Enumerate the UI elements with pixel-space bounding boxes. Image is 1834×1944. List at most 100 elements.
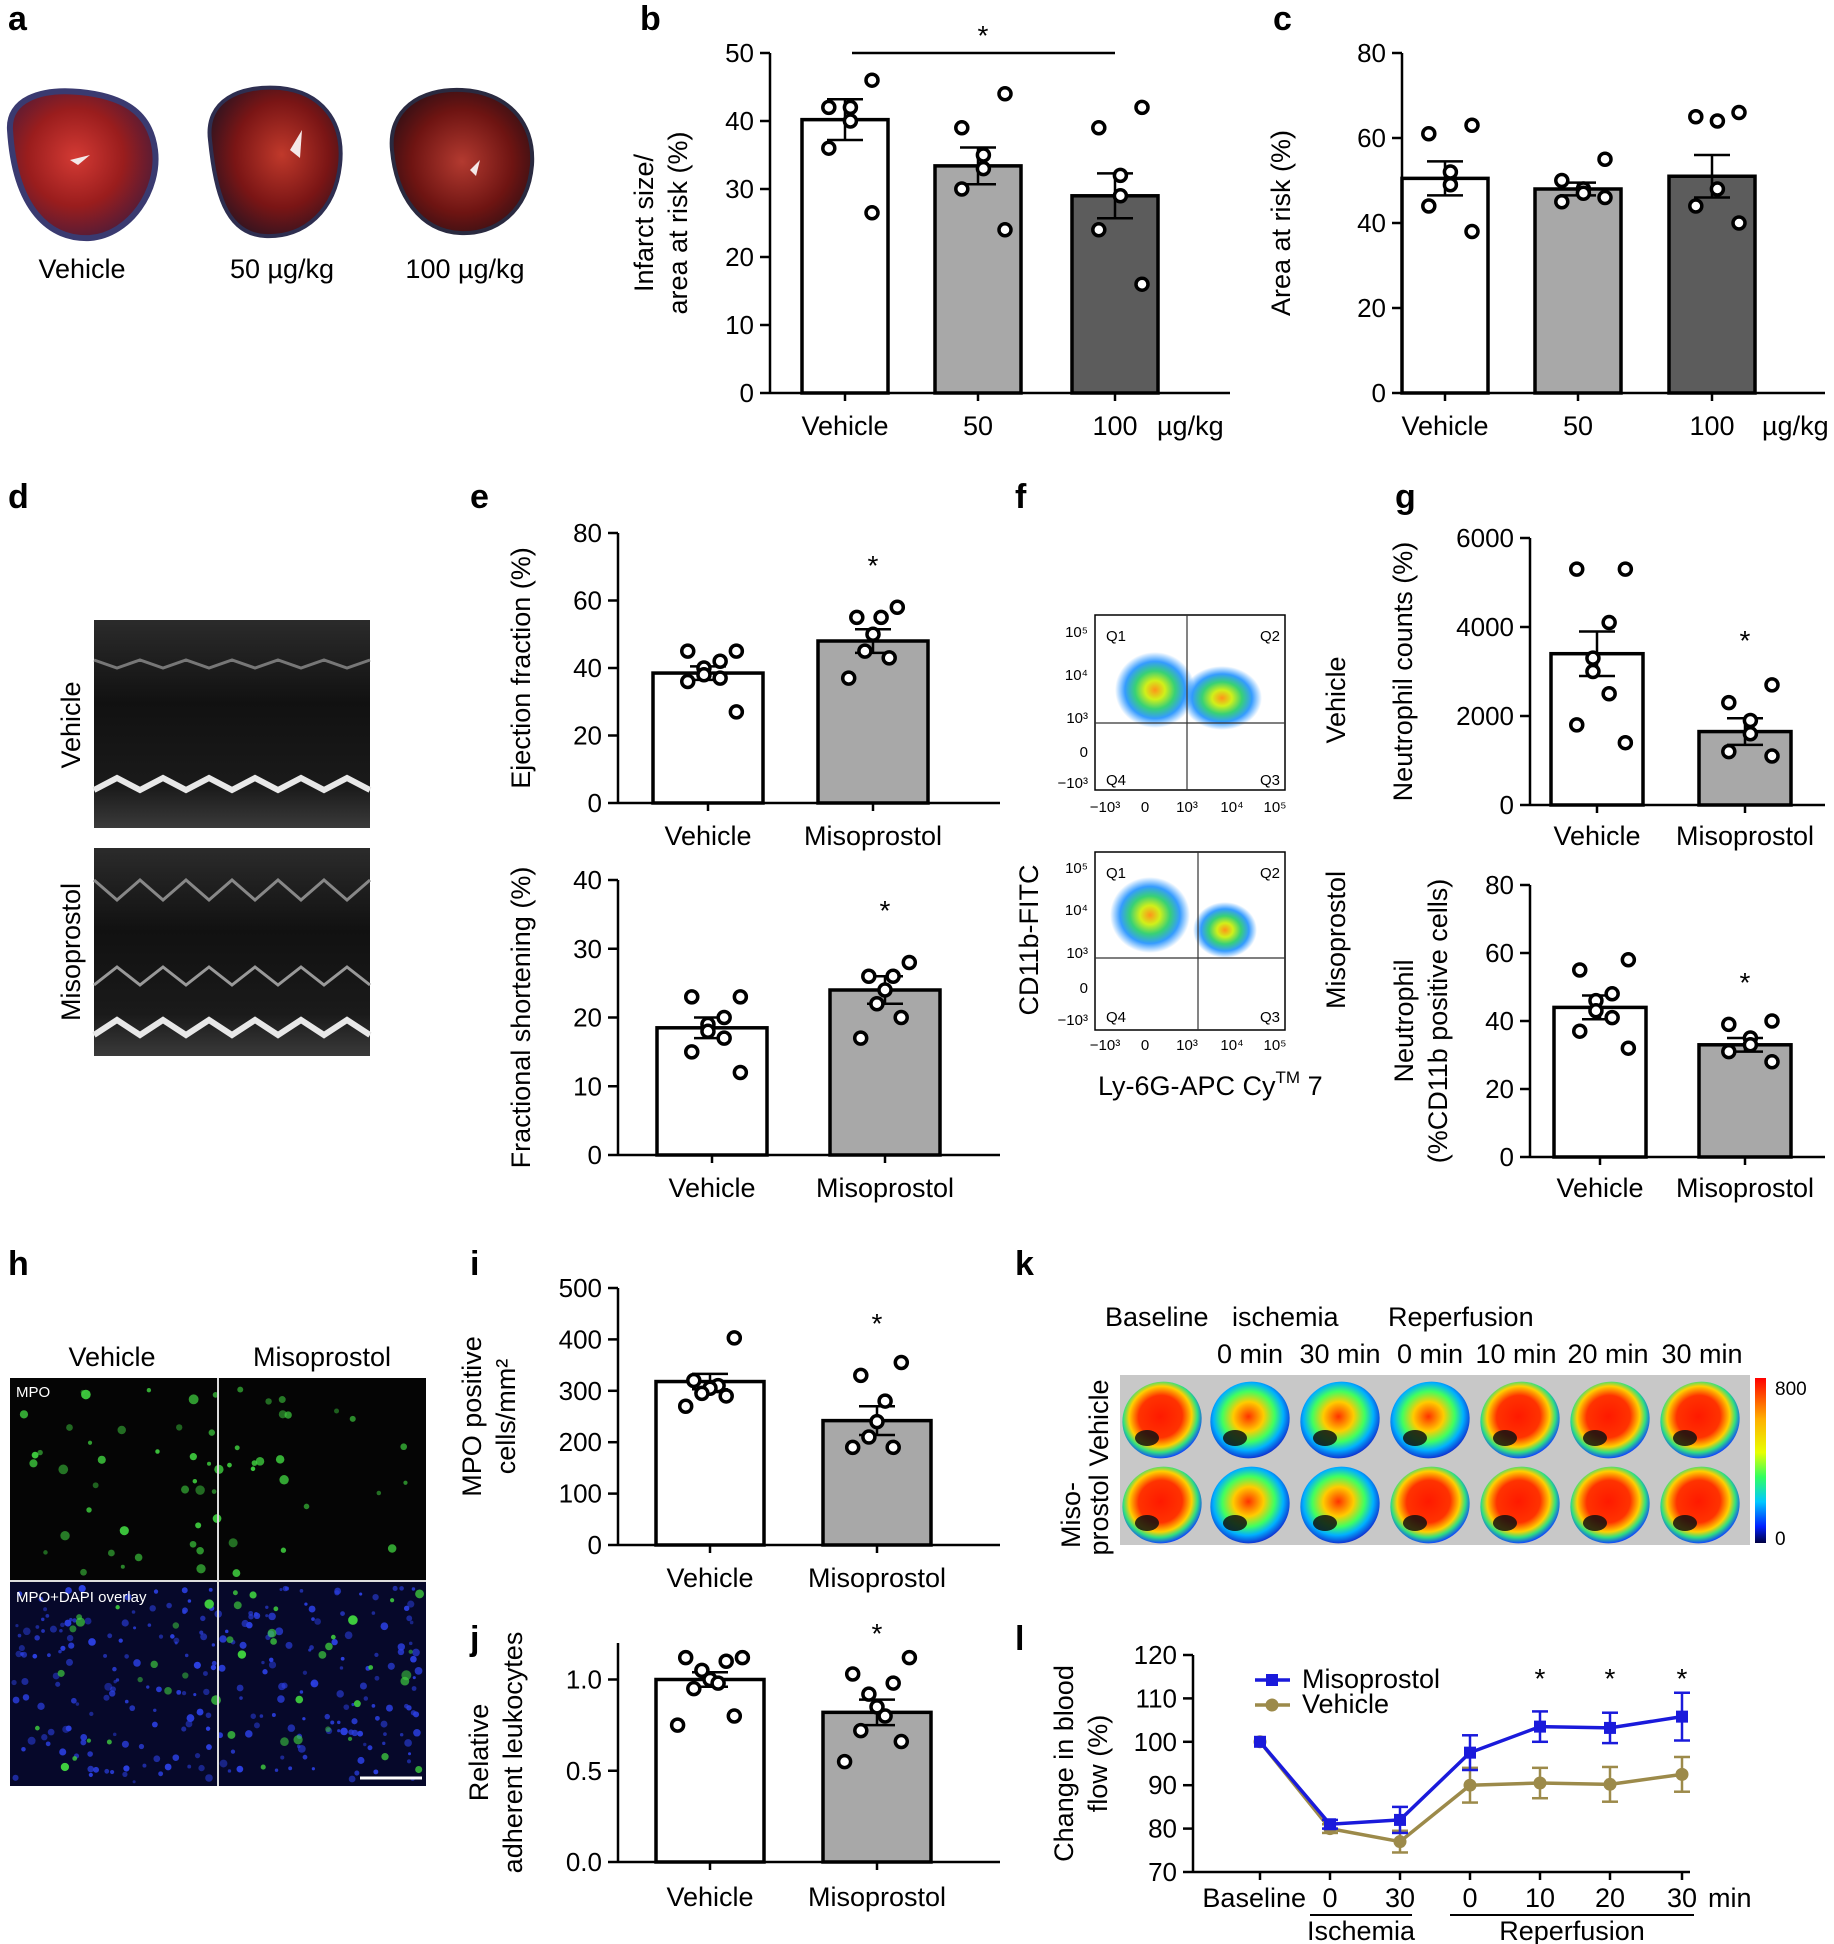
dapi-nucleus — [299, 1690, 304, 1694]
data-point — [1676, 1710, 1688, 1723]
y-tick-label: 30 — [573, 934, 602, 964]
mpo-cell — [87, 1440, 93, 1445]
heart-slice-vehicle — [6, 88, 159, 242]
data-point — [852, 1030, 869, 1046]
mpo-cell — [189, 1540, 197, 1548]
data-point — [696, 667, 712, 683]
data-point — [821, 99, 837, 116]
heart-cavity — [470, 160, 480, 176]
dapi-nucleus — [129, 1705, 136, 1712]
dapi-nucleus — [34, 1635, 40, 1641]
dapi-nucleus — [285, 1641, 293, 1649]
data-point — [1421, 198, 1437, 214]
data-point — [821, 140, 837, 156]
data-point — [716, 1030, 732, 1046]
dapi-nucleus — [224, 1629, 229, 1634]
dapi-nucleus — [239, 1696, 243, 1700]
flow-time: 10 min — [1475, 1339, 1556, 1369]
dapi-nucleus — [407, 1600, 415, 1608]
heart-label-100: 100 µg/kg — [405, 254, 524, 284]
bar — [821, 1418, 933, 1547]
dapi-nucleus — [359, 1682, 367, 1690]
mpo-cell — [280, 1737, 289, 1746]
x-tick-label: 0 — [1462, 1883, 1477, 1913]
y-tick-label: 10 — [725, 310, 754, 340]
mpo-cell — [278, 1396, 286, 1404]
x-tick-label: Baseline — [1202, 1883, 1306, 1913]
data-point — [716, 1009, 732, 1026]
dapi-nucleus — [158, 1634, 164, 1639]
dapi-nucleus — [41, 1617, 45, 1622]
data-point — [677, 1649, 694, 1666]
dapi-nucleus — [337, 1729, 341, 1733]
quadrant-q3: Q3 — [1260, 772, 1280, 789]
perfusion-dark-region — [1493, 1515, 1517, 1531]
y-tick-label: 70 — [1148, 1857, 1177, 1887]
dapi-nucleus — [287, 1724, 296, 1732]
perfusion-dark-region — [1223, 1515, 1247, 1531]
legend-label: Vehicle — [1302, 1689, 1389, 1719]
dapi-nucleus — [253, 1612, 259, 1617]
significance-star: * — [872, 1308, 883, 1339]
data-point — [1620, 952, 1637, 968]
data-point — [1620, 1040, 1637, 1056]
mpo-cell — [35, 1725, 40, 1731]
panel-label-b: b — [640, 0, 661, 38]
data-point — [842, 113, 859, 129]
heart-slice-50 — [207, 85, 343, 239]
data-point — [1675, 1767, 1689, 1781]
mpo-cell — [381, 1753, 389, 1761]
mpo-cell — [37, 1449, 43, 1456]
dapi-nucleus — [37, 1702, 45, 1711]
x-tick-label: Vehicle — [664, 821, 751, 851]
dapi-nucleus — [32, 1653, 38, 1659]
dapi-nucleus — [142, 1763, 147, 1768]
dapi-nucleus — [200, 1615, 206, 1622]
dapi-nucleus — [43, 1607, 48, 1612]
dapi-nucleus — [324, 1713, 331, 1720]
dapi-nucleus — [372, 1593, 379, 1601]
y-tick-label: 90 — [1148, 1770, 1177, 1800]
flow-tick-y: 10⁴ — [1065, 667, 1088, 684]
data-point — [954, 120, 970, 136]
dapi-nucleus — [331, 1638, 338, 1646]
mpo-cell — [368, 1665, 374, 1670]
mpo-cell — [348, 1615, 358, 1625]
dapi-nucleus — [385, 1704, 393, 1712]
data-point — [853, 1722, 869, 1739]
dapi-nucleus — [173, 1637, 180, 1644]
dapi-nucleus — [374, 1675, 380, 1681]
dapi-nucleus — [288, 1766, 293, 1771]
dapi-nucleus — [12, 1774, 19, 1781]
mpo-cell — [107, 1549, 115, 1557]
mpo-cell — [97, 1455, 106, 1464]
dapi-nucleus — [68, 1642, 75, 1649]
colorbar-min: 0 — [1775, 1529, 1786, 1550]
quadrant-q3: Q3 — [1260, 1009, 1280, 1026]
perfusion-dark-region — [1673, 1430, 1697, 1446]
dapi-nucleus — [340, 1656, 345, 1661]
dapi-nucleus — [279, 1587, 283, 1592]
dapi-nucleus — [151, 1721, 158, 1728]
dapi-nucleus — [123, 1765, 130, 1772]
mpo-cell — [208, 1429, 216, 1436]
dapi-nucleus — [383, 1732, 387, 1736]
data-point — [893, 1354, 910, 1371]
x-tick-label: 50 — [1563, 411, 1593, 441]
dapi-nucleus — [280, 1755, 285, 1760]
mpo-cell — [19, 1410, 29, 1419]
data-point — [1604, 1009, 1620, 1026]
bar — [800, 117, 890, 395]
data-point — [1617, 734, 1634, 751]
flow-tick-x: −10³ — [1090, 1037, 1120, 1054]
y-axis-label: Change in blood flow (%) — [1049, 1665, 1113, 1862]
flow-plot-vehicle: Q1 Q2 Q3 Q4 10⁵ 10⁴ 10³ 0 −10³ −10³ 0 10… — [1058, 614, 1286, 816]
dapi-nucleus — [375, 1715, 380, 1721]
flow-row-prostol: prostol — [1084, 1474, 1114, 1555]
dapi-nucleus — [75, 1702, 80, 1706]
mpo-cell — [318, 1650, 327, 1659]
data-point — [1597, 151, 1613, 167]
dapi-nucleus — [382, 1741, 386, 1746]
mpo-cell — [181, 1485, 190, 1494]
